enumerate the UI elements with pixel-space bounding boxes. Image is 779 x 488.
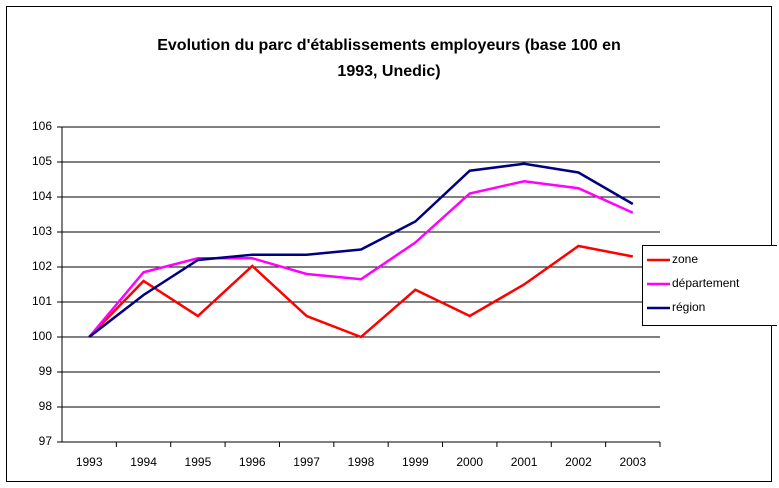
y-tick-label: 101 — [32, 294, 52, 308]
y-tick-label: 105 — [32, 154, 52, 168]
x-tick-label: 2003 — [619, 455, 646, 469]
y-tick-label: 100 — [32, 329, 52, 343]
legend-label: zone — [672, 252, 698, 266]
y-tick-label: 98 — [39, 399, 53, 413]
series-line — [88, 162, 634, 338]
x-tick-label: 1997 — [293, 455, 320, 469]
x-tick-label: 1998 — [348, 455, 375, 469]
y-tick-label: 99 — [39, 364, 53, 378]
legend-label: département — [672, 276, 740, 290]
y-tick-label: 104 — [32, 189, 52, 203]
y-tick-label: 102 — [32, 259, 52, 273]
y-tick-label: 103 — [32, 224, 52, 238]
chart-title: 1993, Unedic) — [337, 63, 440, 80]
chart-title: Evolution du parc d'établissements emplo… — [157, 37, 621, 54]
x-tick-label: 2001 — [511, 455, 538, 469]
legend-label: région — [672, 300, 705, 314]
x-tick-label: 1995 — [185, 455, 212, 469]
x-tick-label: 2002 — [565, 455, 592, 469]
x-tick-label: 1999 — [402, 455, 429, 469]
y-tick-label: 106 — [32, 119, 52, 133]
y-tick-label: 97 — [39, 434, 53, 448]
x-tick-label: 1993 — [76, 455, 103, 469]
series-line — [88, 244, 634, 339]
x-tick-label: 2000 — [456, 455, 483, 469]
x-tick-label: 1994 — [130, 455, 157, 469]
chart-border — [6, 6, 772, 482]
x-tick-label: 1996 — [239, 455, 266, 469]
series-line — [88, 179, 634, 338]
legend: zone département région — [642, 245, 777, 326]
